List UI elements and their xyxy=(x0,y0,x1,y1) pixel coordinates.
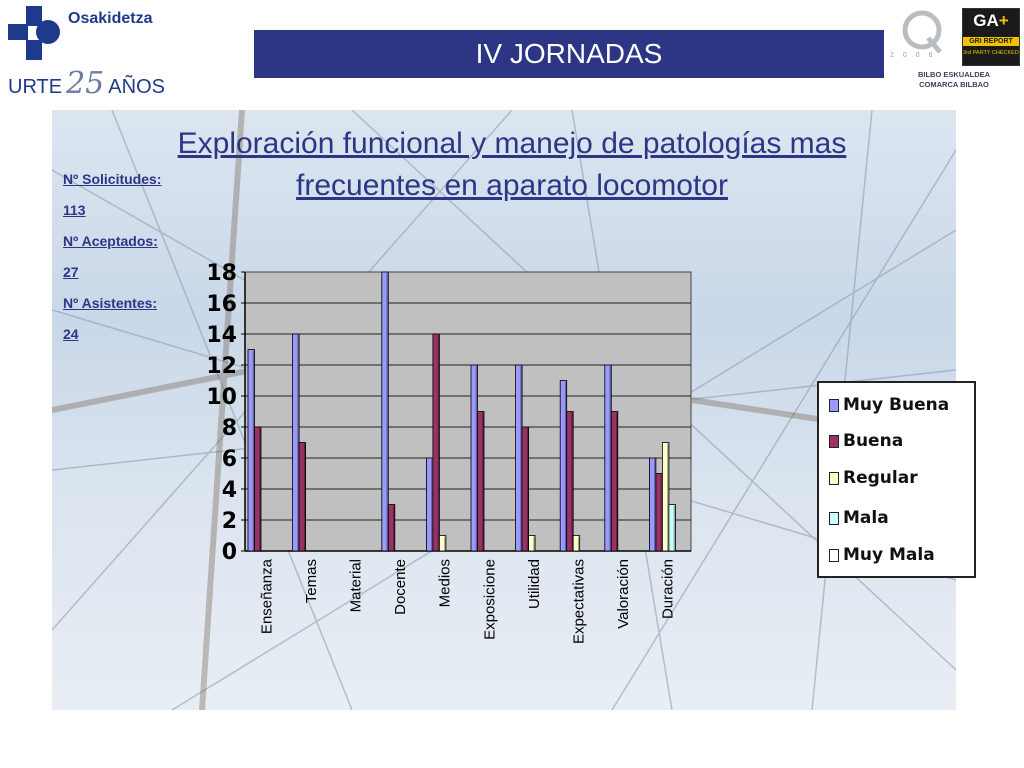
legend-swatch xyxy=(829,472,839,485)
osakidetza-logo: Osakidetza URTE 25 AÑOS xyxy=(8,6,208,101)
gri-letters: GA+ xyxy=(973,11,1009,30)
legend-swatch xyxy=(829,549,839,562)
stat-requests-value: 113 xyxy=(63,202,86,218)
chart-legend: Muy Buena Buena Regular Mala Muy Mala xyxy=(817,381,976,578)
legend-item-muy-mala: Muy Mala xyxy=(829,545,935,565)
osakidetza-cross-icon xyxy=(8,6,60,60)
legend-item-mala: Mala xyxy=(829,508,889,528)
stat-attendees-label: Nº Asistentes: xyxy=(63,295,158,311)
banner-title: IV JORNADAS xyxy=(475,38,663,69)
banner: IV JORNADAS xyxy=(254,30,884,78)
org-name: Osakidetza xyxy=(68,10,153,27)
gri-checked-label: 3rd PARTY CHECKED xyxy=(963,50,1019,56)
legend-item-regular: Regular xyxy=(829,468,918,488)
quality-year: 2006 xyxy=(890,52,942,59)
quality-q-icon xyxy=(902,10,942,54)
anniversary-number: 25 xyxy=(66,66,105,101)
anniversary-word-eu: URTE xyxy=(8,76,63,98)
anniversary-word-es: AÑOS xyxy=(108,76,165,98)
stat-accepted-value: 27 xyxy=(63,264,79,280)
slide-title-line1: Exploración funcional y manejo de patolo… xyxy=(177,127,847,160)
slide-title-line2: frecuentes en aparato locomotor xyxy=(296,169,728,202)
legend-item-muy-buena: Muy Buena xyxy=(829,395,949,415)
stat-accepted-label: Nº Aceptados: xyxy=(63,233,158,249)
gri-logo: GA+ GRI REPORT 3rd PARTY CHECKED xyxy=(962,8,1020,66)
legend-swatch xyxy=(829,399,839,412)
quality-logos: 2006 GA+ GRI REPORT 3rd PARTY CHECKED BI… xyxy=(888,2,1020,98)
stat-requests-label: Nº Solicitudes: xyxy=(63,171,162,187)
anniversary-mark: URTE 25 AÑOS xyxy=(8,66,165,101)
org-unit: BILBO ESKUALDEA COMARCA BILBAO xyxy=(917,70,991,89)
stat-attendees-value: 24 xyxy=(63,326,79,342)
legend-swatch xyxy=(829,435,839,448)
legend-item-buena: Buena xyxy=(829,431,903,451)
stats-list: Nº Solicitudes: 113 Nº Aceptados: 27 Nº … xyxy=(63,170,161,356)
legend-swatch xyxy=(829,512,839,525)
gri-report-label: GRI REPORT xyxy=(963,37,1019,46)
